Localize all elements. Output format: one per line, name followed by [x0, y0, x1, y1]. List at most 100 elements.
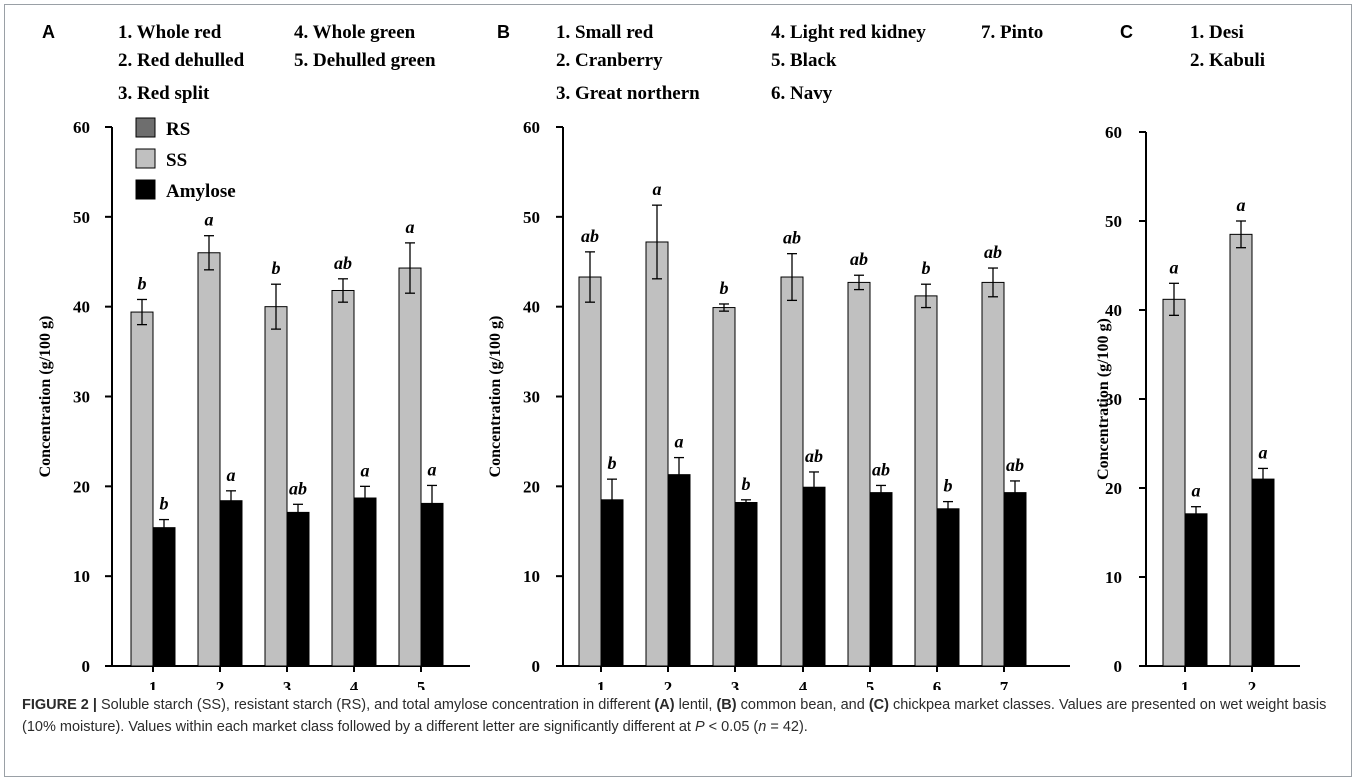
panel-b-letter-amylose-1: b — [608, 453, 617, 473]
panel-c-ytick-label-30: 30 — [1105, 390, 1122, 409]
panel-b-bar-ss-4 — [780, 276, 804, 667]
panel-c-bar-amylose-1 — [1184, 513, 1208, 667]
panel-c-letter: C — [1120, 22, 1133, 42]
figure-caption: FIGURE 2 | Soluble starch (SS), resistan… — [22, 694, 1338, 738]
panel-b-ytick-label-60: 60 — [523, 118, 540, 137]
panel-b-key-3: 3. Great northern — [556, 83, 700, 104]
panel-b-xtick-label-7: 7 — [1000, 678, 1009, 690]
panel-b-y-axis-label: Concentration (g/100 g) — [487, 316, 504, 478]
panel-a-xtick-label-5: 5 — [417, 678, 426, 690]
panel-b-ytick-label-50: 50 — [523, 208, 540, 227]
panel-b-letter-amylose-6: b — [944, 476, 953, 496]
panel-b-key-4: 4. Light red kidney — [771, 22, 926, 43]
panel-a-key-4: 4. Whole green — [294, 22, 416, 43]
panel-a-key-3: 3. Red split — [118, 83, 210, 104]
panel-a-bar-ss-3 — [264, 306, 288, 667]
panel-a-letter-ss-3: b — [272, 258, 281, 278]
panel-a-xtick-label-4: 4 — [350, 678, 359, 690]
legend-label-rs: RS — [166, 119, 190, 140]
panel-b-bar-ss-6 — [914, 295, 938, 667]
panel-b-bar-ss-1 — [578, 276, 602, 667]
panel-a-letter-amylose-4: a — [361, 460, 370, 480]
panel-c-ytick-label-10: 10 — [1105, 568, 1122, 587]
panel-b-key-7: 7. Pinto — [981, 22, 1043, 43]
panel-a-bar-amylose-5 — [420, 502, 444, 667]
panel-c-bar-ss-1 — [1162, 298, 1186, 667]
panel-b-bar-amylose-7 — [1003, 492, 1027, 667]
panel-b-letter-amylose-2: a — [675, 432, 684, 452]
panel-a-letter-amylose-5: a — [428, 459, 437, 479]
legend-label-amylose: Amylose — [166, 181, 236, 202]
panel-b-xtick-label-5: 5 — [866, 678, 875, 690]
panel-b-bar-amylose-3 — [734, 502, 758, 667]
panel-b-bar-amylose-6 — [936, 508, 960, 667]
panel-b-ytick-label-20: 20 — [523, 477, 540, 496]
panel-b-ytick-label-40: 40 — [523, 298, 540, 317]
panel-a-y-axis-label: Concentration (g/100 g) — [37, 316, 54, 478]
panel-b-xtick-label-4: 4 — [799, 678, 808, 690]
panel-b-key-1: 1. Small red — [556, 22, 654, 43]
panel-a-ytick-label-50: 50 — [73, 208, 90, 227]
legend-label-ss: SS — [166, 150, 187, 171]
panel-c-xtick-label-1: 1 — [1181, 678, 1190, 690]
panel-a-letter: A — [42, 22, 55, 42]
legend-swatch-ss — [135, 148, 156, 169]
panel-c-ytick-label-60: 60 — [1105, 123, 1122, 142]
panel-c-key-2: 2. Kabuli — [1190, 50, 1265, 71]
panel-a-letter-amylose-2: a — [227, 465, 236, 485]
caption-ref-b: (B) — [716, 697, 737, 713]
panel-a-bar-amylose-4 — [353, 497, 377, 667]
panel-b-bar-amylose-1 — [600, 499, 624, 667]
panel-b-bar-ss-3 — [712, 307, 736, 667]
panel-a-xtick-label-3: 3 — [283, 678, 292, 690]
panel-c-ytick-label-0: 0 — [1114, 657, 1123, 676]
panel-a-ytick-label-20: 20 — [73, 477, 90, 496]
panel-b-letter-amylose-7: ab — [1006, 455, 1024, 475]
figure-frame — [4, 4, 1352, 777]
panel-b-letter-ss-4: ab — [783, 228, 801, 248]
panel-b-ytick-label-30: 30 — [523, 388, 540, 407]
caption-text-3: common bean, and — [736, 697, 869, 713]
panel-b-key-5: 5. Black — [771, 50, 837, 71]
panel-c-ytick-label-20: 20 — [1105, 479, 1122, 498]
panel-b-letter-ss-7: ab — [984, 242, 1002, 262]
panel-a-letter-amylose-3: ab — [289, 478, 307, 498]
caption-n-symbol: n — [758, 719, 767, 735]
panel-a-letter-ss-1: b — [138, 273, 147, 293]
panel-c-key-1: 1. Desi — [1190, 22, 1244, 43]
panel-b-xtick-label-6: 6 — [933, 678, 942, 690]
panel-a-bar-amylose-2 — [219, 500, 243, 667]
panel-a-ytick-label-40: 40 — [73, 298, 90, 317]
panel-c-ytick-label-40: 40 — [1105, 301, 1122, 320]
caption-text-6: = 42). — [766, 719, 808, 735]
panel-a-ytick-label-60: 60 — [73, 118, 90, 137]
caption-text-1: Soluble starch (SS), resistant starch (R… — [96, 697, 655, 713]
panel-a-ytick-label-0: 0 — [82, 657, 91, 676]
panel-b-bar-ss-7 — [981, 281, 1005, 667]
panel-a-letter-ss-4: ab — [334, 253, 352, 273]
panel-a-key-1: 1. Whole red — [118, 22, 222, 43]
panel-a-bar-ss-4 — [331, 289, 355, 667]
panel-c-xtick-label-2: 2 — [1248, 678, 1257, 690]
panel-b-ytick-label-0: 0 — [532, 657, 541, 676]
panel-b-letter: B — [497, 22, 510, 42]
panel-a-key-5: 5. Dehulled green — [294, 50, 436, 71]
panel-a-letter-ss-5: a — [406, 217, 415, 237]
panel-b-xtick-label-2: 2 — [664, 678, 673, 690]
panel-a-ytick-label-30: 30 — [73, 388, 90, 407]
panel-b-bar-amylose-4 — [802, 486, 826, 667]
panel-a-bar-amylose-3 — [286, 511, 310, 667]
panel-b-ytick-label-10: 10 — [523, 567, 540, 586]
caption-text-5: < 0.05 ( — [704, 719, 759, 735]
panel-b-letter-ss-5: ab — [850, 249, 868, 269]
panel-b-bar-amylose-2 — [667, 474, 691, 667]
panel-a-key-2: 2. Red dehulled — [118, 50, 245, 71]
panel-a-bar-ss-5 — [398, 267, 422, 667]
panel-b-letter-ss-6: b — [922, 258, 931, 278]
caption-ref-a: (A) — [654, 697, 675, 713]
panel-a-letter-ss-2: a — [205, 210, 214, 230]
panel-b-xtick-label-3: 3 — [731, 678, 740, 690]
panel-a-bar-amylose-1 — [152, 527, 176, 667]
caption-text-4: chickpea market classes. Values are pres… — [22, 697, 1327, 735]
panel-b-bar-amylose-5 — [869, 492, 893, 667]
